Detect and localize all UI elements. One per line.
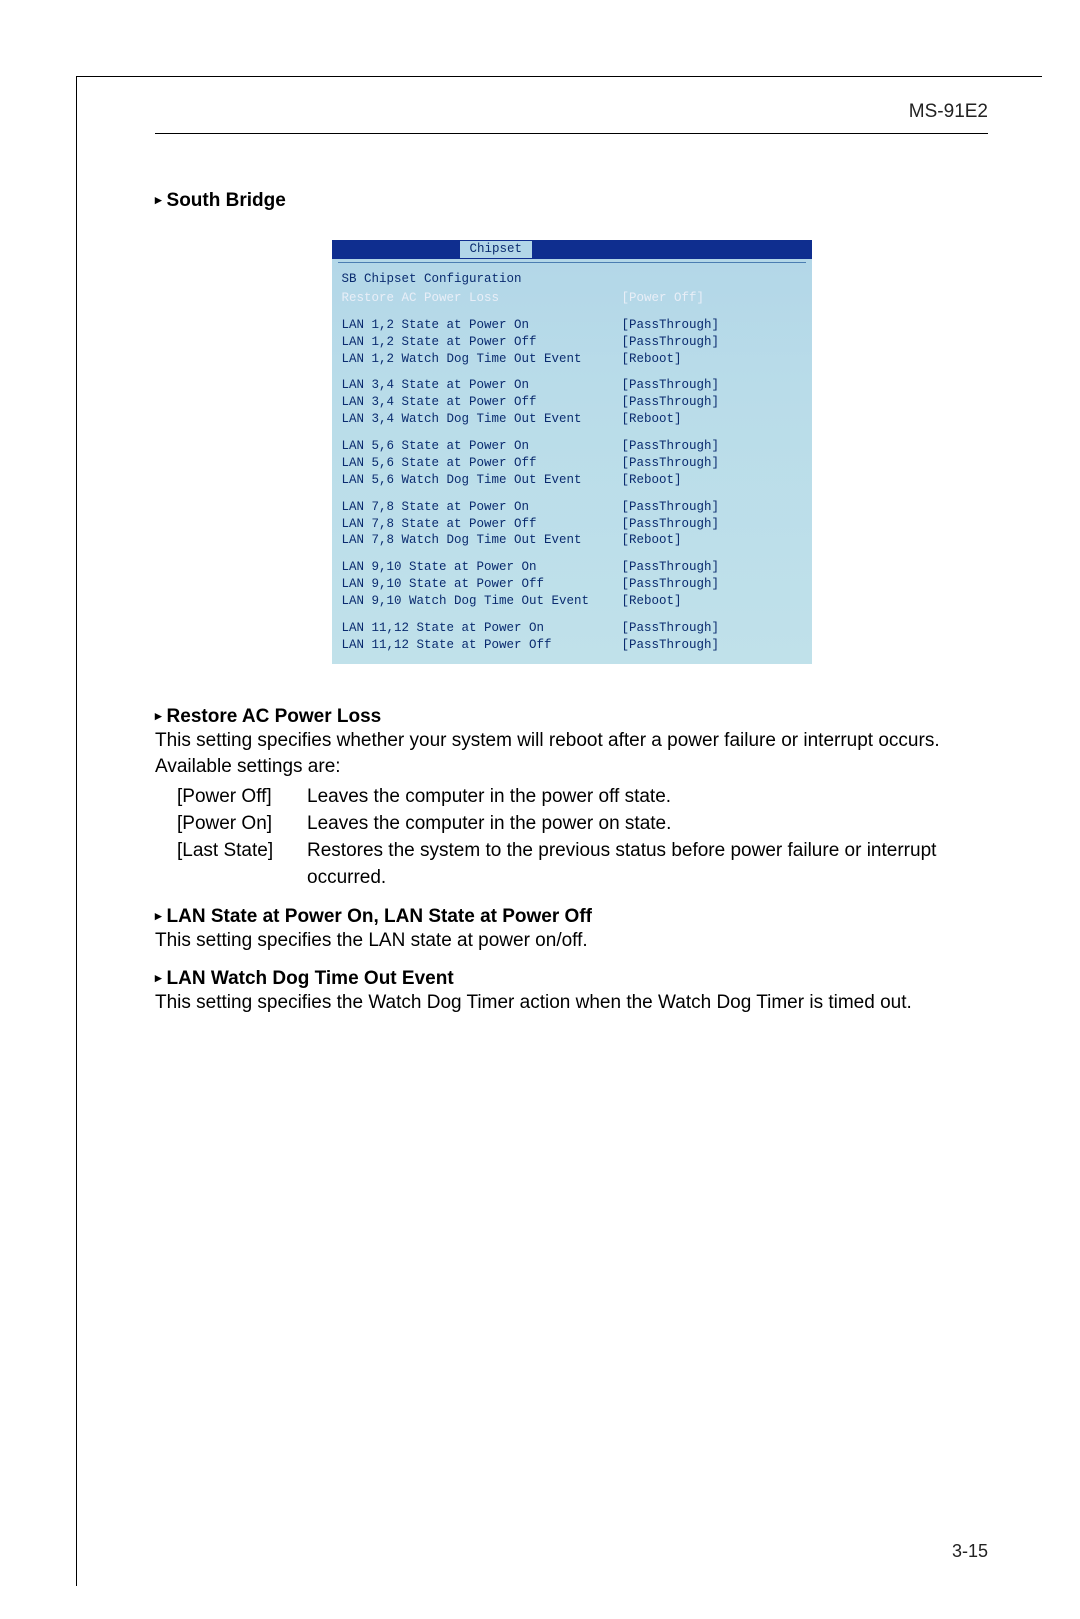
option-desc: Leaves the computer in the power off sta…	[307, 784, 988, 811]
option-key: [Power Off]	[177, 784, 307, 811]
bios-row-label: Restore AC Power Loss	[342, 290, 622, 307]
bios-row: LAN 9,10 Watch Dog Time Out Event[Reboot…	[342, 593, 802, 610]
bios-row-label: LAN 5,6 State at Power Off	[342, 455, 622, 472]
option-desc: Restores the system to the previous stat…	[307, 838, 988, 892]
section-title: South Bridge	[155, 190, 988, 212]
body-text: This setting specifies the Watch Dog Tim…	[155, 990, 988, 1016]
bios-row-value: [PassThrough]	[622, 637, 720, 654]
bios-row-value: [PassThrough]	[622, 559, 720, 576]
bios-row-value: [PassThrough]	[622, 499, 720, 516]
body-text: This setting specifies the LAN state at …	[155, 928, 988, 954]
bios-row-value: [PassThrough]	[622, 438, 720, 455]
bios-row-label: LAN 3,4 Watch Dog Time Out Event	[342, 411, 622, 428]
bios-tab-bar: Chipset	[332, 240, 812, 259]
option-row: [Last State]Restores the system to the p…	[177, 838, 988, 892]
bios-row-value: [Reboot]	[622, 472, 682, 489]
bios-row: LAN 7,8 State at Power On[PassThrough]	[342, 499, 802, 516]
bios-row-value: [Reboot]	[622, 593, 682, 610]
bios-row: LAN 5,6 Watch Dog Time Out Event[Reboot]	[342, 472, 802, 489]
bios-row-value: [PassThrough]	[622, 620, 720, 637]
page-number: 3-15	[952, 1541, 988, 1562]
bios-row: LAN 9,10 State at Power Off[PassThrough]	[342, 576, 802, 593]
bios-row-label: LAN 1,2 Watch Dog Time Out Event	[342, 351, 622, 368]
bios-group: LAN 7,8 State at Power On[PassThrough]LA…	[342, 499, 802, 550]
bios-row: LAN 1,2 Watch Dog Time Out Event[Reboot]	[342, 351, 802, 368]
bios-active-tab: Chipset	[460, 241, 533, 258]
subheading-watchdog: LAN Watch Dog Time Out Event	[155, 968, 988, 990]
bios-row-value: [PassThrough]	[622, 576, 720, 593]
bios-row-value: [PassThrough]	[622, 377, 720, 394]
option-desc: Leaves the computer in the power on stat…	[307, 811, 988, 838]
subheading-lanstate: LAN State at Power On, LAN State at Powe…	[155, 906, 988, 928]
bios-row-value: [Reboot]	[622, 532, 682, 549]
bios-row-value: [Reboot]	[622, 411, 682, 428]
bios-row: LAN 7,8 State at Power Off[PassThrough]	[342, 516, 802, 533]
bios-row-label: LAN 9,10 State at Power Off	[342, 576, 622, 593]
bios-row-value: [Power Off]	[622, 290, 705, 307]
bios-row-value: [PassThrough]	[622, 394, 720, 411]
bios-group: LAN 11,12 State at Power On[PassThrough]…	[342, 620, 802, 654]
bios-row: LAN 11,12 State at Power On[PassThrough]	[342, 620, 802, 637]
options-list: [Power Off]Leaves the computer in the po…	[177, 784, 988, 892]
manual-page: MS-91E2 South Bridge Chipset SB Chipset …	[76, 76, 1042, 1586]
bios-row-label: LAN 5,6 Watch Dog Time Out Event	[342, 472, 622, 489]
bios-row-label: LAN 7,8 State at Power On	[342, 499, 622, 516]
bios-row-label: LAN 11,12 State at Power On	[342, 620, 622, 637]
option-row: [Power On]Leaves the computer in the pow…	[177, 811, 988, 838]
bios-row-label: LAN 5,6 State at Power On	[342, 438, 622, 455]
bios-row-label: LAN 3,4 State at Power Off	[342, 394, 622, 411]
option-key: [Last State]	[177, 838, 307, 892]
bios-selected-row: Restore AC Power Loss [Power Off]	[342, 290, 802, 307]
bios-row: LAN 7,8 Watch Dog Time Out Event[Reboot]	[342, 532, 802, 549]
option-key: [Power On]	[177, 811, 307, 838]
bios-config-header: SB Chipset Configuration	[342, 271, 802, 288]
model-number: MS-91E2	[155, 101, 988, 134]
bios-row: LAN 3,4 State at Power On[PassThrough]	[342, 377, 802, 394]
bios-group: LAN 9,10 State at Power On[PassThrough]L…	[342, 559, 802, 610]
bios-row: LAN 1,2 State at Power Off[PassThrough]	[342, 334, 802, 351]
bios-row-value: [PassThrough]	[622, 334, 720, 351]
bios-divider	[338, 262, 806, 263]
bios-row-label: LAN 1,2 State at Power Off	[342, 334, 622, 351]
bios-row: LAN 3,4 Watch Dog Time Out Event[Reboot]	[342, 411, 802, 428]
body-text: This setting specifies whether your syst…	[155, 728, 988, 780]
bios-row-label: LAN 11,12 State at Power Off	[342, 637, 622, 654]
bios-row-label: LAN 9,10 State at Power On	[342, 559, 622, 576]
bios-row: LAN 3,4 State at Power Off[PassThrough]	[342, 394, 802, 411]
bios-row-label: LAN 7,8 Watch Dog Time Out Event	[342, 532, 622, 549]
bios-group: LAN 3,4 State at Power On[PassThrough]LA…	[342, 377, 802, 428]
bios-row-label: LAN 7,8 State at Power Off	[342, 516, 622, 533]
bios-row-label: LAN 3,4 State at Power On	[342, 377, 622, 394]
bios-row-value: [PassThrough]	[622, 516, 720, 533]
bios-row: LAN 1,2 State at Power On[PassThrough]	[342, 317, 802, 334]
bios-screenshot: Chipset SB Chipset Configuration Restore…	[332, 240, 812, 664]
bios-row-value: [Reboot]	[622, 351, 682, 368]
bios-row: LAN 9,10 State at Power On[PassThrough]	[342, 559, 802, 576]
bios-row: LAN 11,12 State at Power Off[PassThrough…	[342, 637, 802, 654]
bios-row: LAN 5,6 State at Power On[PassThrough]	[342, 438, 802, 455]
option-row: [Power Off]Leaves the computer in the po…	[177, 784, 988, 811]
bios-body: SB Chipset Configuration Restore AC Powe…	[332, 267, 812, 664]
subheading-restore: Restore AC Power Loss	[155, 706, 988, 728]
bios-row-value: [PassThrough]	[622, 455, 720, 472]
bios-row-label: LAN 1,2 State at Power On	[342, 317, 622, 334]
bios-group: LAN 1,2 State at Power On[PassThrough]LA…	[342, 317, 802, 368]
bios-row: LAN 5,6 State at Power Off[PassThrough]	[342, 455, 802, 472]
bios-row-value: [PassThrough]	[622, 317, 720, 334]
bios-row-label: LAN 9,10 Watch Dog Time Out Event	[342, 593, 622, 610]
bios-group: LAN 5,6 State at Power On[PassThrough]LA…	[342, 438, 802, 489]
